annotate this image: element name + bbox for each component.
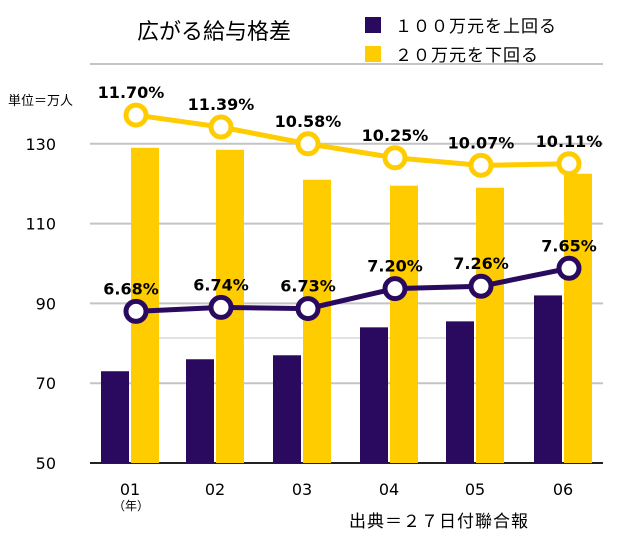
- line-marker: [208, 114, 234, 140]
- line-marker: [295, 296, 321, 322]
- line-marker: [295, 131, 321, 157]
- data-label: 10.25%: [362, 126, 429, 145]
- legend-label: １００万元を上回る: [395, 17, 557, 37]
- data-label: 6.68%: [103, 279, 159, 298]
- chart-title: 広がる給与格差: [137, 20, 292, 45]
- legend-swatch-yellow: [365, 45, 381, 62]
- line-marker: [556, 151, 582, 177]
- data-label: 7.26%: [453, 254, 509, 273]
- y-tick-label: 70: [36, 374, 56, 393]
- line-over-1m-share: [135, 265, 570, 314]
- line-marker: [468, 273, 494, 299]
- x-tick-label: 04: [379, 480, 399, 499]
- legend-label: ２０万元を下回る: [395, 46, 539, 66]
- data-label: 11.39%: [188, 95, 255, 114]
- line-marker: [468, 152, 494, 178]
- data-label: 6.73%: [280, 277, 336, 296]
- y-unit-label: 単位＝万人: [8, 94, 74, 109]
- bar-under-200k: [303, 179, 331, 463]
- line-marker: [208, 294, 234, 320]
- bar-over-1m: [273, 355, 301, 463]
- data-label: 10.58%: [275, 112, 342, 131]
- bar-over-1m: [186, 359, 214, 463]
- x-tick-label: 05: [465, 480, 485, 499]
- bar-over-1m: [101, 371, 129, 463]
- x-unit-label: （年）: [113, 499, 150, 513]
- source-note: 出典＝２７日付聯合報: [349, 512, 529, 532]
- data-label: 10.07%: [448, 133, 515, 152]
- bar-over-1m: [360, 327, 388, 463]
- line-marker: [123, 102, 149, 128]
- legend-swatch-navy: [365, 16, 381, 33]
- x-tick-label: 02: [205, 480, 225, 499]
- line-marker: [123, 298, 149, 324]
- legend-item-under-200k: ２０万元を下回る: [365, 41, 539, 66]
- line-under-200k-share: [135, 112, 570, 168]
- line-marker: [556, 255, 582, 281]
- line-marker: [382, 276, 408, 302]
- data-label: 10.11%: [536, 132, 603, 151]
- x-tick-label: 01: [120, 480, 140, 499]
- x-tick-label: 03: [292, 480, 312, 499]
- data-label: 7.20%: [367, 257, 423, 276]
- y-tick-label: 50: [36, 454, 56, 473]
- x-tick-label: 06: [553, 480, 573, 499]
- bar-under-200k: [476, 187, 504, 463]
- bar-under-200k: [390, 185, 418, 463]
- bar-over-1m: [534, 295, 562, 463]
- y-tick-label: 110: [25, 215, 56, 234]
- line-marker: [382, 145, 408, 171]
- data-label: 7.65%: [541, 236, 597, 255]
- bar-over-1m: [446, 321, 474, 463]
- y-tick-label: 130: [25, 135, 56, 154]
- data-label: 6.74%: [193, 275, 249, 294]
- data-label: 11.70%: [98, 83, 165, 102]
- bar-under-200k: [564, 173, 592, 463]
- y-tick-label: 90: [36, 294, 56, 313]
- legend-item-over-1m: １００万元を上回る: [365, 12, 557, 37]
